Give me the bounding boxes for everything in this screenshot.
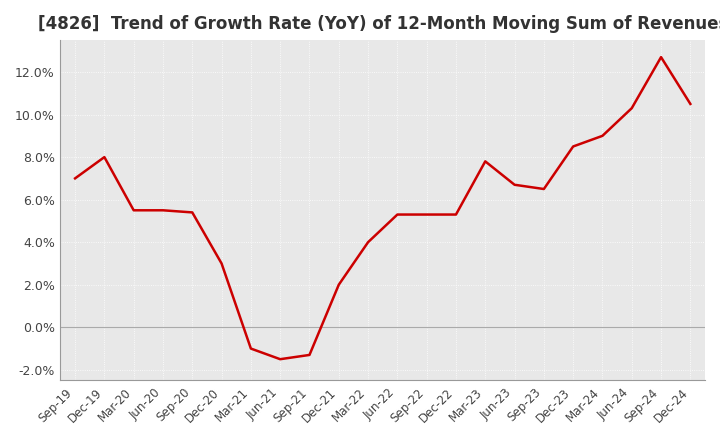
Title: [4826]  Trend of Growth Rate (YoY) of 12-Month Moving Sum of Revenues: [4826] Trend of Growth Rate (YoY) of 12-… (37, 15, 720, 33)
